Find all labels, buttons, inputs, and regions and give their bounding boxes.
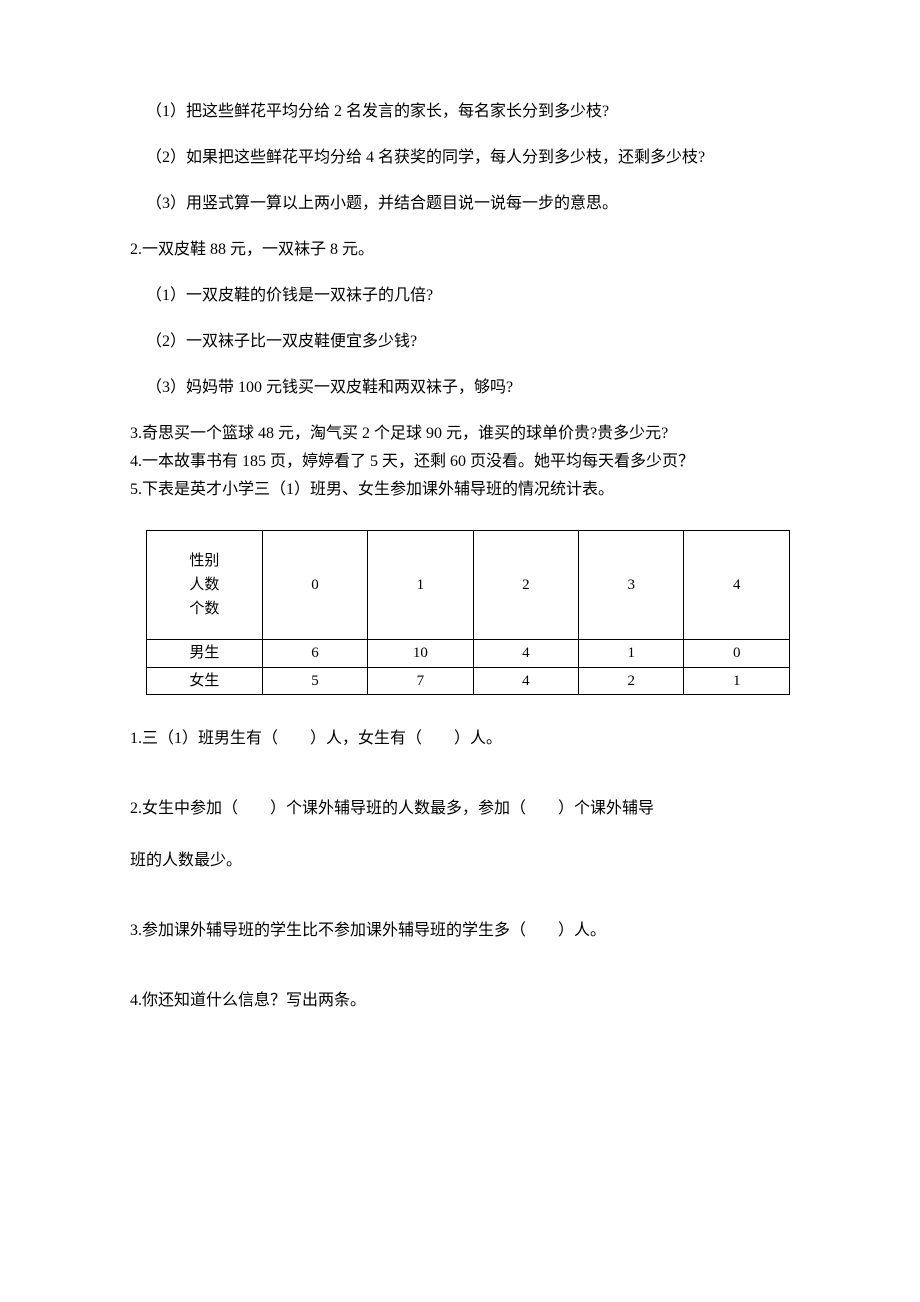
q3-text: 3.奇思买一个篮球 48 元，淘气买 2 个足球 90 元，谁买的球单价贵?贵多… xyxy=(130,422,790,446)
q1-sub2: （2）如果把这些鲜花平均分给 4 名获奖的同学，每人分到多少枝，还剩多少枝? xyxy=(130,146,790,170)
table-row: 女生 5 7 4 2 1 xyxy=(147,667,790,695)
col-0: 0 xyxy=(262,531,367,640)
row-female-4: 1 xyxy=(684,667,790,695)
row-male-1: 10 xyxy=(368,640,473,668)
table-header-row: 性别 人数 个数 0 1 2 3 4 xyxy=(147,531,790,640)
row-male-2: 4 xyxy=(473,640,578,668)
corner-line-3: 个数 xyxy=(147,597,262,621)
col-2: 2 xyxy=(473,531,578,640)
row-male-0: 6 xyxy=(262,640,367,668)
row-male-3: 1 xyxy=(579,640,684,668)
q2-sub1: （1）一双皮鞋的价钱是一双袜子的几倍? xyxy=(130,284,790,308)
row-male-4: 0 xyxy=(684,640,790,668)
corner-line-1: 性别 xyxy=(147,549,262,573)
q2-sub2: （2）一双袜子比一双皮鞋便宜多少钱? xyxy=(130,330,790,354)
q2-sub3: （3）妈妈带 100 元钱买一双皮鞋和两双袜子，够吗? xyxy=(130,376,790,400)
col-1: 1 xyxy=(368,531,473,640)
q4-text: 4.一本故事书有 185 页，婷婷看了 5 天，还剩 60 页没看。她平均每天看… xyxy=(130,450,790,474)
q1-sub1: （1）把这些鲜花平均分给 2 名发言的家长，每名家长分到多少枝? xyxy=(130,100,790,124)
table-row: 男生 6 10 4 1 0 xyxy=(147,640,790,668)
row-female-2: 4 xyxy=(473,667,578,695)
row-female-label: 女生 xyxy=(147,667,263,695)
q2-title: 2.一双皮鞋 88 元，一双袜子 8 元。 xyxy=(130,238,790,262)
corner-line-2: 人数 xyxy=(147,573,262,597)
q5-sub1: 1.三（1）班男生有（ ）人，女生有（ ）人。 xyxy=(130,727,790,751)
q1-sub3: （3）用竖式算一算以上两小题，并结合题目说一说每一步的意思。 xyxy=(130,192,790,216)
row-female-0: 5 xyxy=(262,667,367,695)
col-3: 3 xyxy=(579,531,684,640)
col-4: 4 xyxy=(684,531,790,640)
q5-sub4: 4.你还知道什么信息？写出两条。 xyxy=(130,989,790,1013)
row-female-1: 7 xyxy=(368,667,473,695)
q5-sub2-line1: 2.女生中参加（ ）个课外辅导班的人数最多，参加（ ）个课外辅导 xyxy=(130,797,790,821)
stats-table: 性别 人数 个数 0 1 2 3 4 男生 6 10 4 1 0 女生 5 7 … xyxy=(146,530,790,695)
row-male-label: 男生 xyxy=(147,640,263,668)
q5-title: 5.下表是英才小学三（1）班男、女生参加课外辅导班的情况统计表。 xyxy=(130,478,790,502)
table-corner-cell: 性别 人数 个数 xyxy=(147,531,263,640)
row-female-3: 2 xyxy=(579,667,684,695)
q5-sub3: 3.参加课外辅导班的学生比不参加课外辅导班的学生多（ ）人。 xyxy=(130,919,790,943)
q5-sub2-line2: 班的人数最少。 xyxy=(130,849,790,873)
